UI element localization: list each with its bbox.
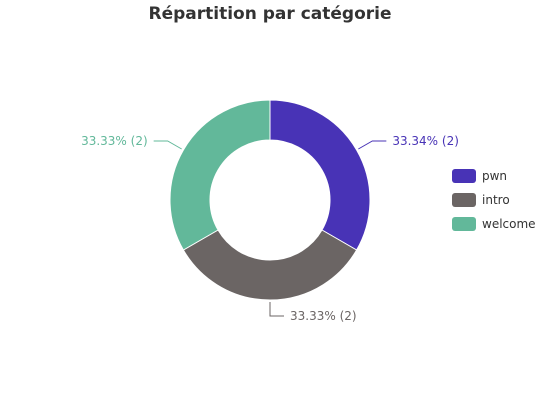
legend-item-pwn[interactable]: pwn bbox=[452, 169, 507, 183]
legend-label-intro: intro bbox=[482, 193, 510, 207]
slice-label-pwn: 33.34% (2) bbox=[392, 134, 459, 148]
legend-swatch-pwn bbox=[452, 169, 476, 183]
label-line-pwn bbox=[358, 140, 387, 150]
legend-item-welcome[interactable]: welcome bbox=[452, 217, 536, 231]
legend-label-welcome: welcome bbox=[482, 217, 536, 231]
slice-welcome[interactable] bbox=[169, 99, 271, 251]
label-line-intro bbox=[269, 302, 284, 317]
slices-group bbox=[169, 99, 371, 301]
slice-pwn[interactable] bbox=[269, 99, 371, 251]
legend-item-intro[interactable]: intro bbox=[452, 193, 510, 207]
slice-label-intro: 33.33% (2) bbox=[290, 309, 357, 323]
legend-swatch-intro bbox=[452, 193, 476, 207]
slice-label-welcome: 33.33% (2) bbox=[81, 134, 148, 148]
chart-title: Répartition par catégorie bbox=[149, 4, 392, 24]
label-line-welcome bbox=[153, 140, 182, 150]
slice-labels-group: 33.34% (2) 33.33% (2) 33.33% (2) bbox=[81, 134, 459, 323]
slice-intro[interactable] bbox=[182, 229, 358, 301]
legend-swatch-welcome bbox=[452, 217, 476, 231]
legend-label-pwn: pwn bbox=[482, 169, 507, 183]
legend: pwn intro welcome bbox=[452, 169, 536, 231]
